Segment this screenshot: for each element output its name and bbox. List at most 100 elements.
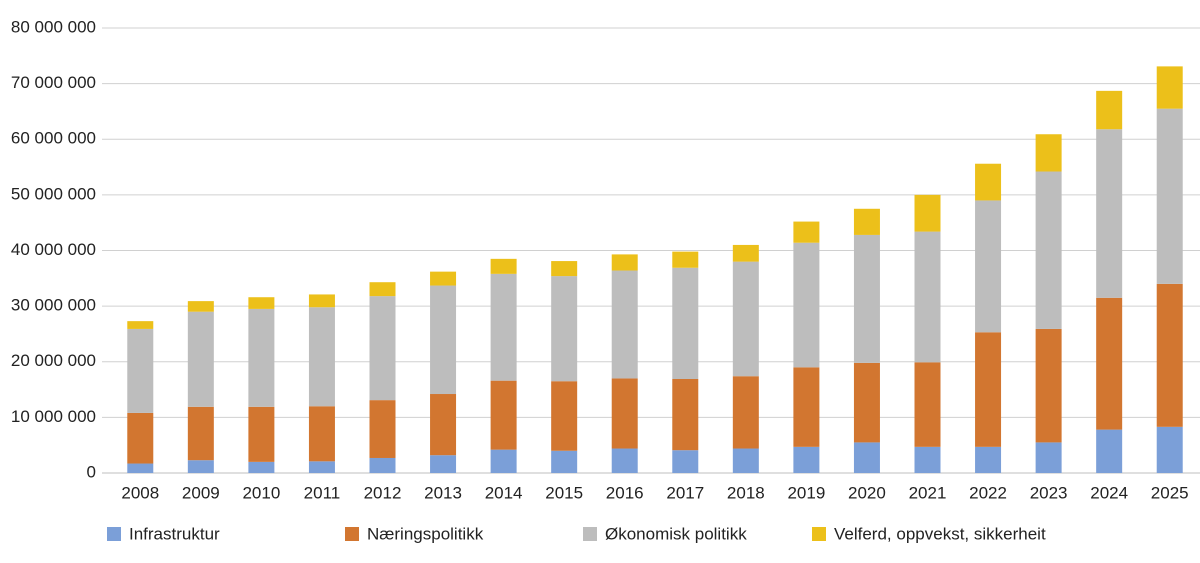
y-tick-label: 40 000 000 xyxy=(11,240,96,259)
bar-segment xyxy=(914,446,941,473)
bar-segment xyxy=(975,163,1002,201)
x-tick-label: 2020 xyxy=(848,483,886,502)
x-tick-label: 2025 xyxy=(1151,483,1189,502)
bar-segment xyxy=(127,463,154,473)
y-tick-label: 10 000 000 xyxy=(11,407,96,426)
bar-segment xyxy=(1156,283,1183,427)
bar-segment xyxy=(248,406,275,462)
legend-swatch xyxy=(583,527,597,541)
bar-segment xyxy=(490,449,517,473)
bar-segment xyxy=(611,254,638,271)
bar-segment xyxy=(308,461,335,473)
bar-segment xyxy=(369,296,396,401)
legend-label: Næringspolitikk xyxy=(367,524,484,543)
bar-segment xyxy=(611,448,638,473)
y-tick-label: 30 000 000 xyxy=(11,296,96,315)
x-tick-label: 2017 xyxy=(666,483,704,502)
y-tick-label: 0 xyxy=(87,462,96,481)
bar-segment xyxy=(732,244,759,262)
bar-segment xyxy=(430,394,457,456)
x-tick-label: 2015 xyxy=(545,483,583,502)
bar-segment xyxy=(914,362,941,447)
bar-segment xyxy=(1096,90,1123,130)
bar-segment xyxy=(732,376,759,449)
bar-segment xyxy=(430,285,457,395)
bar-segment xyxy=(853,208,880,235)
x-tick-label: 2021 xyxy=(909,483,947,502)
x-tick-label: 2008 xyxy=(121,483,159,502)
x-tick-label: 2019 xyxy=(787,483,825,502)
bar-segment xyxy=(551,450,578,473)
bar-segment xyxy=(187,311,214,407)
x-tick-label: 2014 xyxy=(485,483,523,502)
bar-segment xyxy=(793,221,820,243)
bar-segment xyxy=(308,307,335,407)
x-tick-label: 2010 xyxy=(242,483,280,502)
bar-segment xyxy=(308,406,335,462)
x-tick-label: 2023 xyxy=(1030,483,1068,502)
bar-segment xyxy=(1096,297,1123,430)
bar-segment xyxy=(1035,134,1062,172)
bar-segment xyxy=(1096,129,1123,298)
x-tick-label: 2024 xyxy=(1090,483,1128,502)
bar-segment xyxy=(551,381,578,451)
x-tick-label: 2011 xyxy=(304,483,341,502)
bar-segment xyxy=(1035,171,1062,329)
legend-swatch xyxy=(812,527,826,541)
x-tick-label: 2016 xyxy=(606,483,644,502)
bar-segment xyxy=(430,271,457,286)
bar-segment xyxy=(732,448,759,473)
bar-segment xyxy=(672,378,699,451)
bar-segment xyxy=(187,301,214,312)
y-tick-label: 60 000 000 xyxy=(11,129,96,148)
legend-label: Infrastruktur xyxy=(129,524,220,543)
bar-segment xyxy=(975,446,1002,473)
bar-segment xyxy=(853,234,880,363)
bar-segment xyxy=(490,380,517,450)
legend-swatch xyxy=(107,527,121,541)
bar-segment xyxy=(732,261,759,377)
bar-segment xyxy=(975,200,1002,333)
legend-label: Velferd, oppvekst, sikkerheit xyxy=(834,524,1046,543)
bar-segment xyxy=(248,461,275,473)
bar-segment xyxy=(551,261,578,277)
bar-segment xyxy=(430,455,457,473)
y-tick-label: 70 000 000 xyxy=(11,73,96,92)
bar-segment xyxy=(672,267,699,379)
y-tick-label: 50 000 000 xyxy=(11,184,96,203)
bar-segment xyxy=(187,460,214,473)
bar-segment xyxy=(914,194,941,232)
bar-segment xyxy=(490,258,517,274)
bar-segment xyxy=(793,242,820,368)
x-tick-label: 2022 xyxy=(969,483,1007,502)
bar-segment xyxy=(1035,328,1062,443)
bar-segment xyxy=(1156,66,1183,109)
bar-segment xyxy=(127,321,154,329)
bar-segment xyxy=(611,378,638,449)
bar-segment xyxy=(975,332,1002,447)
y-tick-label: 80 000 000 xyxy=(11,17,96,36)
bar-segment xyxy=(672,450,699,473)
x-tick-label: 2013 xyxy=(424,483,462,502)
bar-segment xyxy=(853,442,880,473)
bar-segment xyxy=(248,297,275,309)
bar-segment xyxy=(914,231,941,363)
x-tick-label: 2012 xyxy=(364,483,402,502)
bar-segment xyxy=(127,328,154,413)
bar-segment xyxy=(793,367,820,447)
bar-segment xyxy=(248,308,275,407)
bar-segment xyxy=(611,270,638,379)
bar-segment xyxy=(672,251,699,268)
bar-segment xyxy=(1156,426,1183,473)
bar-segment xyxy=(308,294,335,308)
bar-segment xyxy=(369,282,396,297)
legend-swatch xyxy=(345,527,359,541)
bar-segment xyxy=(369,400,396,458)
bar-segment xyxy=(1156,108,1183,284)
bar-segment xyxy=(369,457,396,473)
bar-segment xyxy=(551,276,578,382)
x-tick-label: 2018 xyxy=(727,483,765,502)
x-tick-label: 2009 xyxy=(182,483,220,502)
bar-segment xyxy=(490,273,517,381)
